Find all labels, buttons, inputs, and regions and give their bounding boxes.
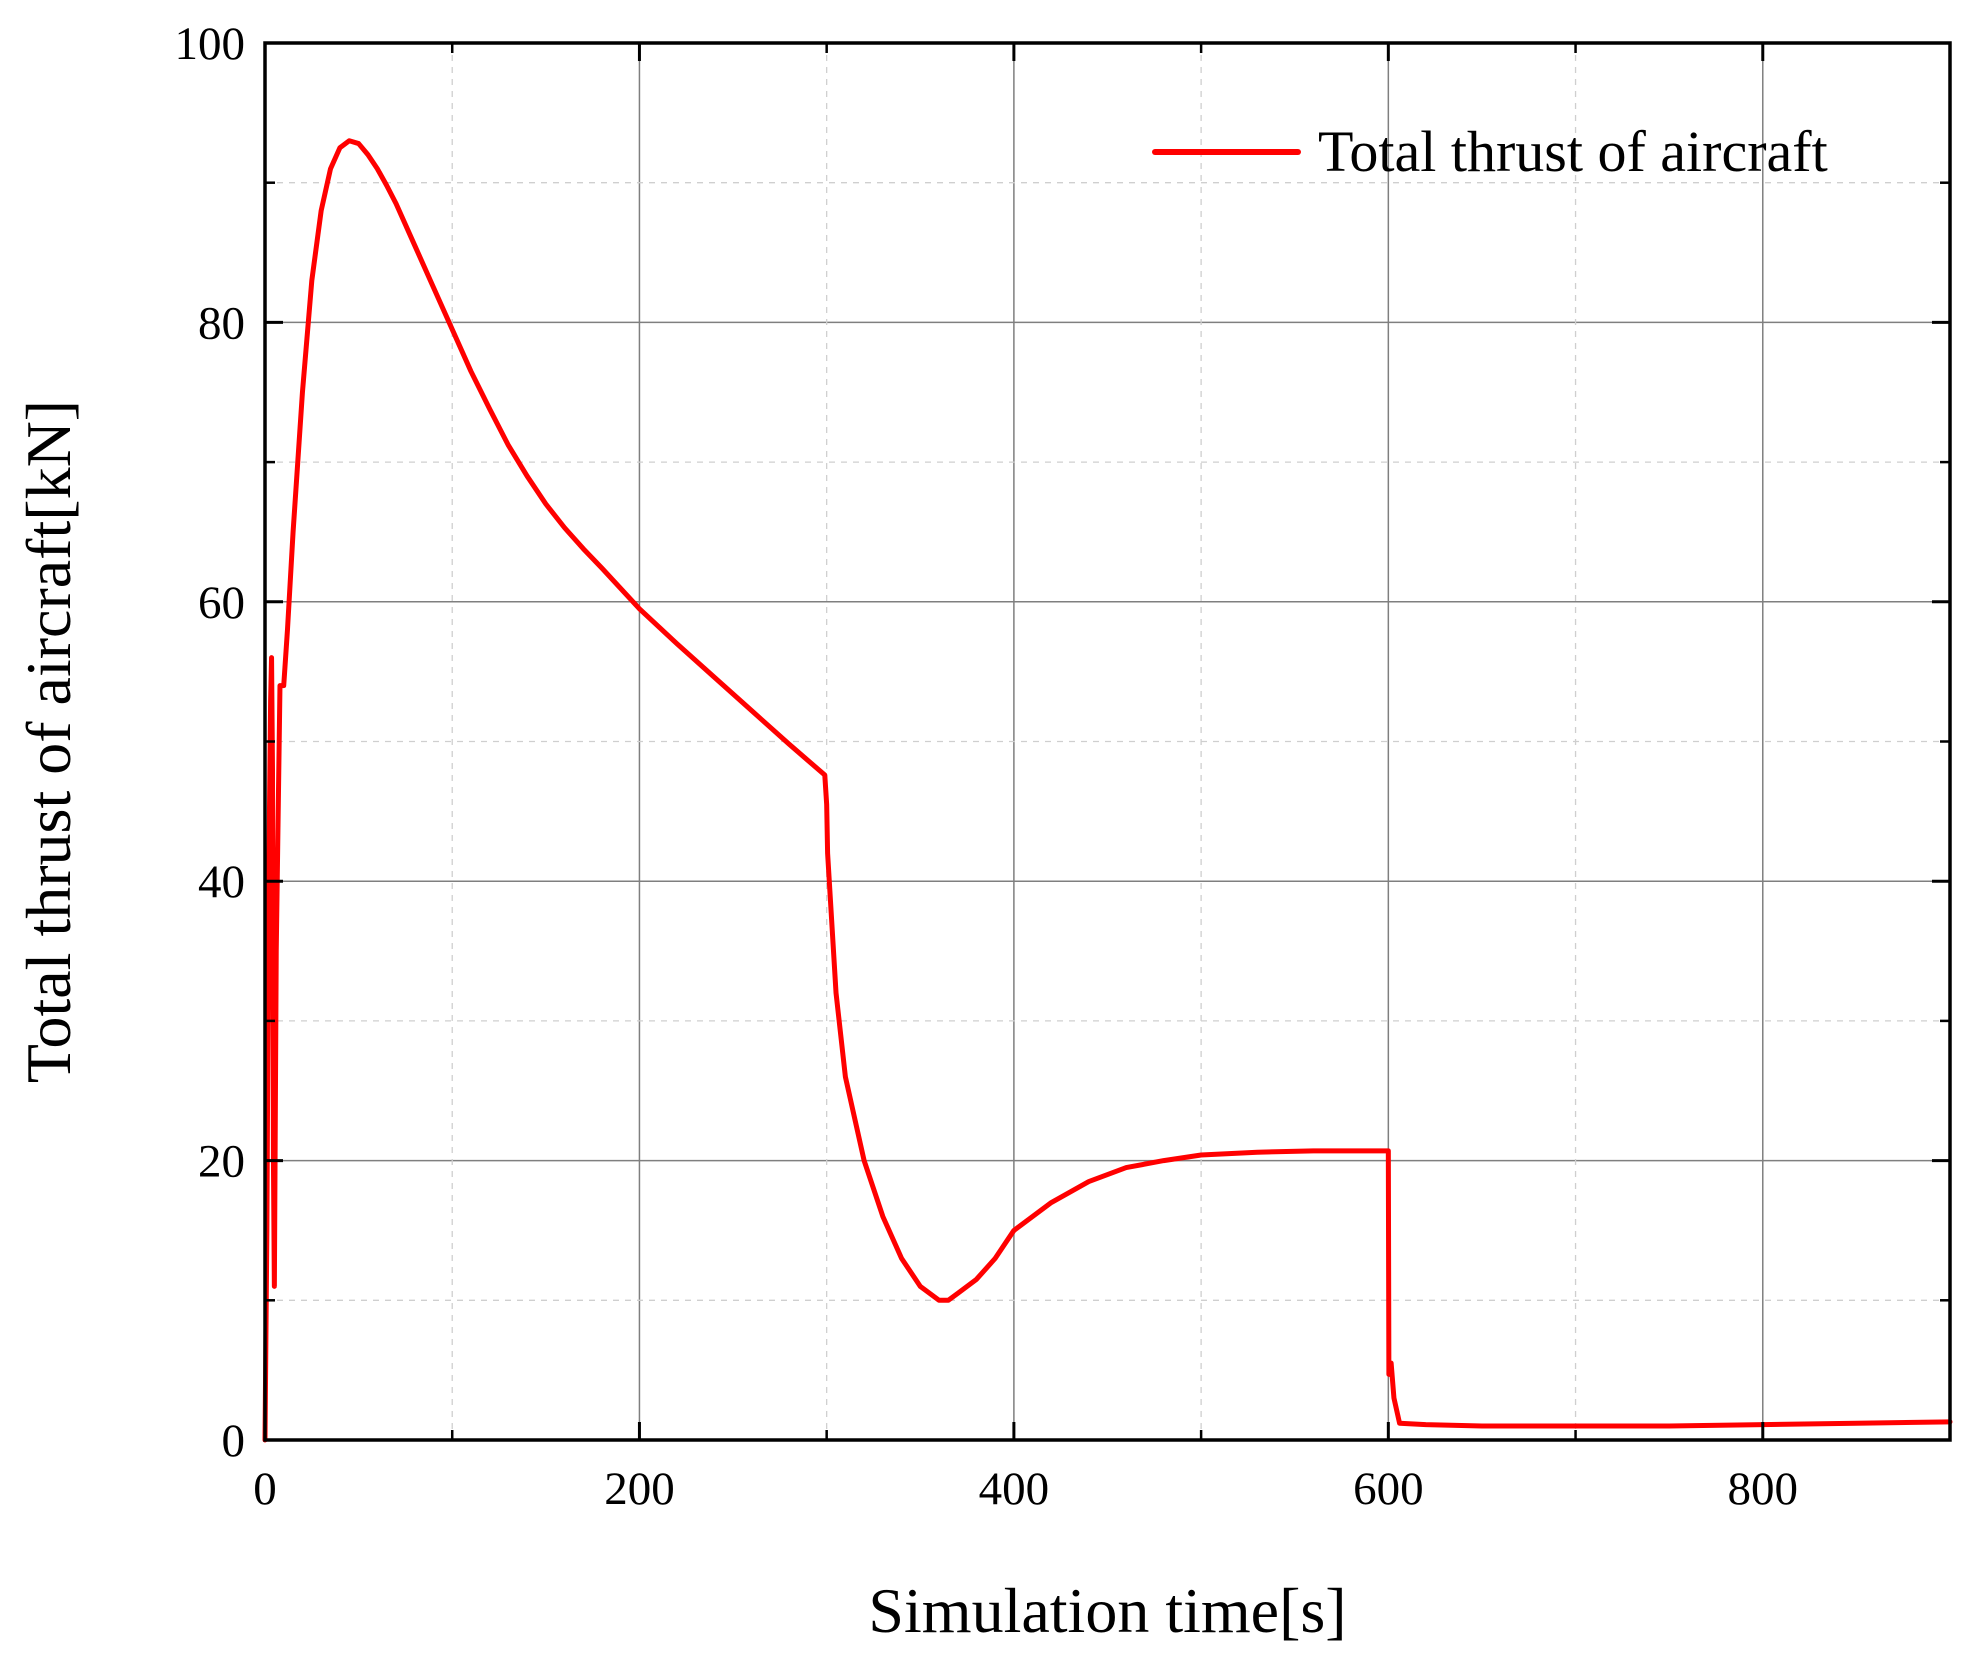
x-axis-title: Simulation time[s]: [868, 1575, 1346, 1646]
y-tick-label: 100: [175, 18, 246, 70]
x-tick-label: 200: [604, 1463, 675, 1515]
series-line-0: [262, 138, 1953, 1443]
x-tick-label: 800: [1728, 1463, 1799, 1515]
y-tick-label: 60: [198, 577, 245, 629]
y-tick-label: 20: [198, 1136, 245, 1188]
y-tick-label: 40: [198, 856, 245, 908]
y-axis-title: Total thrust of aircraft[kN]: [13, 400, 84, 1083]
y-tick-label: 80: [198, 297, 245, 349]
y-tick-label: 0: [222, 1415, 246, 1467]
x-tick-label: 400: [979, 1463, 1050, 1515]
legend-label: Total thrust of aircraft: [1318, 119, 1828, 184]
x-tick-label: 600: [1353, 1463, 1424, 1515]
x-tick-label: 0: [253, 1463, 277, 1515]
